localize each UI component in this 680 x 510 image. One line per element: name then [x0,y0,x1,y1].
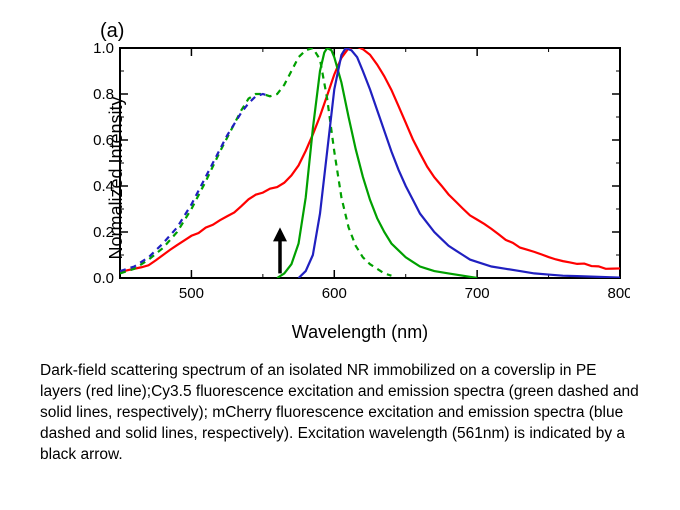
chart-svg: 0.00.20.40.60.81.0500600700800 [80,38,630,308]
svg-text:500: 500 [179,285,204,302]
spectrum-chart: Normalized Intensity 0.00.20.40.60.81.05… [80,38,640,318]
x-axis-label: Wavelength (nm) [80,322,640,343]
svg-text:600: 600 [322,285,347,302]
figure-container: (a) Normalized Intensity 0.00.20.40.60.8… [20,20,660,466]
svg-text:1.0: 1.0 [93,40,114,57]
y-axis-label: Normalized Intensity [106,96,127,259]
figure-caption: Dark-field scattering spectrum of an iso… [40,361,640,466]
svg-text:800: 800 [607,285,630,302]
svg-text:0.0: 0.0 [93,270,114,287]
svg-text:700: 700 [465,285,490,302]
